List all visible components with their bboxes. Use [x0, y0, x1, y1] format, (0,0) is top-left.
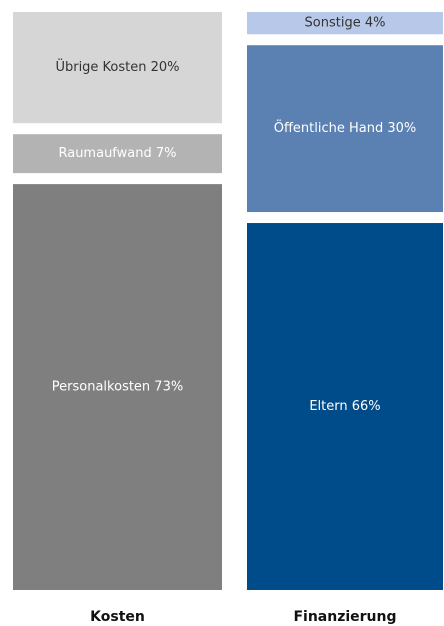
segment-label: Übrige Kosten 20% — [55, 58, 179, 75]
segment — [13, 12, 222, 124]
segment — [247, 12, 443, 35]
segment-label: Eltern 66% — [309, 399, 380, 414]
segment-label: Personalkosten 73% — [52, 380, 183, 395]
segment-label: Raumaufwand 7% — [58, 146, 176, 161]
segment-label: Öffentliche Hand 30% — [274, 119, 417, 136]
category-label: Kosten — [90, 609, 145, 625]
segment-label: Sonstige 4% — [305, 16, 386, 31]
segment — [13, 184, 222, 590]
category-label: Finanzierung — [293, 609, 396, 625]
segment — [247, 223, 443, 591]
segment — [13, 134, 222, 174]
segment — [247, 45, 443, 213]
